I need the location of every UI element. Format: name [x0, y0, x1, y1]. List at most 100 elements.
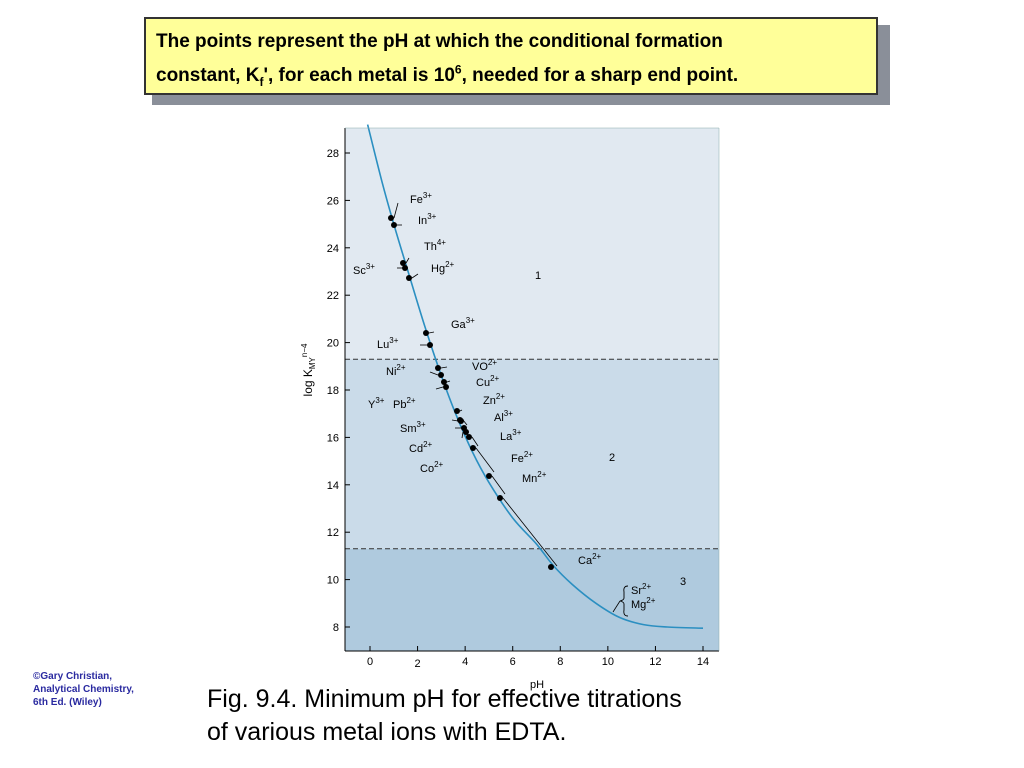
ion-symbol: Cu	[476, 377, 490, 389]
region-3	[345, 548, 719, 651]
data-point	[463, 429, 469, 435]
x-tick-label: 0	[367, 656, 373, 668]
ion-charge: 2+	[490, 374, 499, 383]
point-label: Pb2+	[393, 396, 416, 411]
y-axis-label: log KMYn−4	[300, 343, 317, 396]
ion-charge: 2+	[434, 460, 443, 469]
ion-charge: 2+	[488, 358, 497, 367]
region-2	[345, 359, 719, 549]
data-point	[427, 342, 433, 348]
caption-line: Fig. 9.4. Minimum pH for effective titra…	[207, 685, 682, 713]
ion-symbol: Sm	[400, 423, 417, 435]
x-tick-label: 6	[510, 656, 516, 668]
ion-symbol: Y	[368, 399, 376, 411]
data-point	[402, 265, 408, 271]
leader-line	[491, 475, 506, 495]
x-tick-label: 8	[557, 656, 563, 668]
ion-charge: 3+	[427, 212, 436, 221]
y-tick-label: 28	[327, 148, 339, 160]
data-point	[443, 384, 449, 390]
note-suffix: , needed for a sharp end point.	[461, 65, 739, 86]
ion-symbol: Zn	[483, 395, 496, 407]
ion-symbol: Mg	[631, 599, 646, 611]
ion-symbol: Mn	[522, 473, 537, 485]
point-label: Cu2+	[476, 374, 500, 389]
ion-charge: 2+	[642, 582, 651, 591]
ion-charge: 3+	[389, 336, 398, 345]
caption-line: of various metal ions with EDTA.	[207, 718, 567, 746]
ion-charge: 3+	[423, 191, 432, 200]
data-point	[423, 330, 429, 336]
label-leaders	[393, 202, 629, 617]
point-label: Cd2+	[409, 440, 433, 455]
ion-charge: 3+	[375, 396, 384, 405]
note-prefix: constant, K	[156, 65, 260, 86]
ion-charge: 2+	[592, 552, 601, 561]
note-superscript: 6	[454, 62, 462, 77]
leader-line	[612, 600, 621, 613]
region-1	[345, 128, 719, 360]
data-point	[400, 260, 406, 266]
data-point	[388, 215, 394, 221]
credit-line: Analytical Chemistry,	[33, 684, 134, 695]
y-label-base: log K	[301, 369, 315, 396]
data-point	[406, 275, 412, 281]
point-labels: Fe3+In3+Th4+Sc3+ Hg2+Ga3+Lu3+VO2+Ni2+Cu2+…	[353, 191, 656, 611]
data-point	[435, 365, 441, 371]
y-tick-label: 20	[327, 338, 339, 350]
point-label: Sm3+	[400, 420, 426, 435]
leader-line	[471, 436, 479, 447]
point-label: In3+	[418, 212, 437, 227]
leader-line	[405, 257, 410, 264]
ion-charge: 2+	[445, 260, 454, 269]
y-tick-label: 12	[327, 527, 339, 539]
point-label: VO2+	[472, 358, 497, 373]
point-label: Mg2+	[631, 596, 656, 611]
point-label: Mn2+	[522, 470, 547, 485]
point-label: Al3+	[494, 409, 513, 424]
point-label: Ga3+	[451, 316, 475, 331]
region-dividers	[345, 358, 719, 550]
region-label: 1	[535, 270, 541, 282]
x-tick-label: 2	[415, 658, 421, 670]
data-point	[454, 408, 460, 414]
leader-line	[435, 386, 444, 390]
y-label-sub: MY	[308, 356, 317, 369]
note-box: The points represent the pH at which the…	[144, 17, 878, 95]
leader-line	[429, 371, 439, 376]
y-label-sup: n−4	[300, 343, 309, 357]
point-label: Y3+	[368, 396, 385, 411]
leader-line	[440, 366, 448, 369]
note-subscript: f	[259, 74, 264, 89]
ion-symbol: Ni	[386, 366, 396, 378]
ion-symbol: VO	[472, 361, 488, 373]
region-label: 3	[680, 576, 686, 588]
y-tick-label: 24	[327, 243, 339, 255]
ion-symbol: In	[418, 215, 427, 227]
x-tick-label: 10	[602, 656, 614, 668]
ion-symbol: Al	[494, 412, 504, 424]
y-tick-label: 10	[327, 575, 339, 587]
ion-symbol: Th	[424, 241, 437, 253]
chart-regions: 1 2 3	[345, 128, 719, 651]
data-point	[466, 434, 472, 440]
ion-symbol: Pb	[393, 399, 406, 411]
ion-charge: 2+	[406, 396, 415, 405]
point-label: Lu3+	[377, 336, 399, 351]
point-label: Ni2+	[386, 363, 406, 378]
note-mid: ', for each metal is 10	[263, 65, 455, 86]
leader-line	[475, 447, 495, 473]
ion-symbol: Sc	[353, 265, 366, 277]
leader-line	[451, 419, 459, 422]
ion-charge: 2+	[496, 392, 505, 401]
credit-line: ©Gary Christian,	[33, 671, 113, 682]
ion-symbol: La	[500, 431, 513, 443]
point-label: Co2+	[420, 460, 444, 475]
y-tick-label: 8	[333, 622, 339, 634]
ion-charge: 2+	[423, 440, 432, 449]
ion-charge: 3+	[466, 316, 475, 325]
ion-charge: 3+	[417, 420, 426, 429]
y-tick-label: 22	[327, 290, 339, 302]
